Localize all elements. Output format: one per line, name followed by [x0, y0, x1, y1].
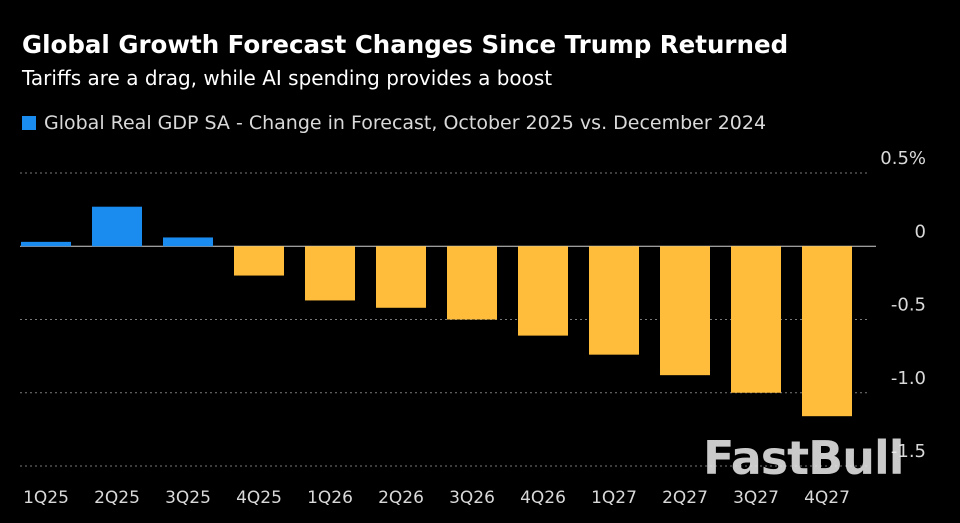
y-tick-label: -1.0: [891, 368, 926, 389]
watermark-logo: FastBull: [703, 431, 904, 485]
y-tick-label: -0.5: [891, 295, 926, 316]
x-tick-label: 1Q25: [23, 488, 69, 508]
x-tick-label: 2Q26: [378, 488, 424, 508]
x-tick-label: 4Q26: [520, 488, 566, 508]
bar-2q27: [660, 246, 710, 376]
y-tick-label: -1.5: [891, 441, 926, 462]
x-tick-label: 2Q27: [662, 488, 708, 508]
x-tick-label: 4Q27: [804, 488, 850, 508]
x-tick-label: 1Q27: [591, 488, 637, 508]
chart-title: Global Growth Forecast Changes Since Tru…: [22, 30, 789, 59]
y-tick-label: 0: [915, 221, 926, 242]
bar-3q27: [731, 246, 781, 393]
bar-3q26: [447, 246, 497, 320]
x-tick-label: 3Q26: [449, 488, 495, 508]
bar-1q26: [305, 246, 355, 301]
legend-swatch: [22, 116, 36, 130]
x-tick-label: 3Q27: [733, 488, 779, 508]
x-tick-label: 4Q25: [236, 488, 282, 508]
x-tick-label: 2Q25: [94, 488, 140, 508]
bar-4q27: [802, 246, 852, 417]
x-tick-label: 1Q26: [307, 488, 353, 508]
bar-1q27: [589, 246, 639, 355]
bar-2q26: [376, 246, 426, 308]
bar-2q25: [92, 206, 142, 247]
bar-1q25: [21, 241, 71, 247]
legend-label: Global Real GDP SA - Change in Forecast,…: [44, 112, 767, 134]
x-tick-label: 3Q25: [165, 488, 211, 508]
chart-legend: Global Real GDP SA - Change in Forecast,…: [22, 112, 766, 134]
bar-4q25: [234, 246, 284, 276]
y-tick-label: 0.5%: [880, 148, 926, 169]
bar-3q25: [163, 237, 213, 247]
bar-4q26: [518, 246, 568, 336]
chart-subtitle: Tariffs are a drag, while AI spending pr…: [22, 66, 553, 90]
